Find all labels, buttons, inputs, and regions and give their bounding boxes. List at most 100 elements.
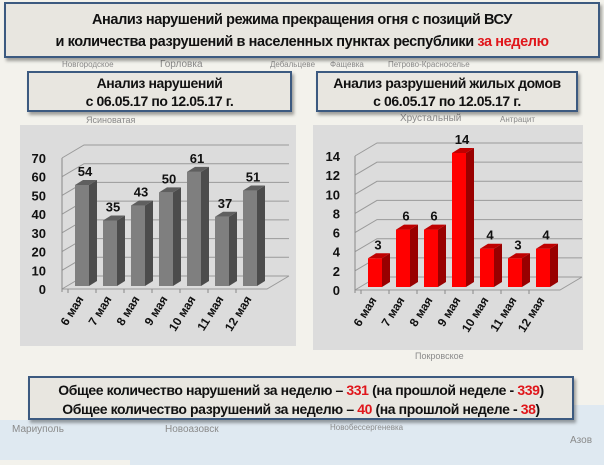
bar-front xyxy=(131,205,145,286)
x-tick-label: 8 мая xyxy=(113,293,142,328)
gridline xyxy=(354,238,582,253)
summary-text: (на прошлой неделе - xyxy=(368,382,518,398)
violations-header-title: Анализ нарушений xyxy=(96,75,223,91)
map-label: Горловка xyxy=(160,59,203,70)
bar-side xyxy=(438,224,446,287)
map-label: Хрустальный xyxy=(400,113,462,124)
bar-top xyxy=(159,187,181,193)
destruction-total: 40 xyxy=(357,401,372,417)
summary-text: Общее количество нарушений за неделю – xyxy=(58,382,347,398)
data-label: 6 xyxy=(402,209,409,224)
map-label: Азов xyxy=(570,435,593,446)
map-label: Антрацит xyxy=(500,115,536,124)
x-tick-label: 10 мая xyxy=(459,294,492,335)
bar-side xyxy=(173,187,181,286)
bar-side xyxy=(522,253,530,287)
summary-text: ) xyxy=(539,382,544,398)
violations-header: Анализ нарушений с 06.05.17 по 12.05.17 … xyxy=(27,71,292,112)
summary-box: Общее количество нарушений за неделю – 3… xyxy=(28,376,574,420)
bar-side xyxy=(550,243,558,287)
map-label: Мариуполь xyxy=(12,424,64,435)
y-tick-label: 6 xyxy=(333,226,340,241)
bar-side xyxy=(117,215,125,286)
bar-front xyxy=(75,184,89,286)
title-highlight: за неделю xyxy=(477,34,549,50)
bar-front xyxy=(215,216,229,286)
map-label: Новгородское xyxy=(62,60,114,69)
y-tick-label: 30 xyxy=(32,226,46,241)
data-label: 61 xyxy=(190,151,204,166)
summary-text: ) xyxy=(535,401,541,417)
x-tick-label: 7 мая xyxy=(378,294,407,329)
map-label: Фащевка xyxy=(330,60,364,69)
bar-top xyxy=(368,253,390,259)
data-label: 35 xyxy=(106,200,120,215)
destruction-header-title: Анализ разрушений жилых домов xyxy=(333,75,561,91)
bar-side xyxy=(382,253,390,287)
destruction-chart: 0 2 4 6 8 10 12 14 3 6 мая 6 7 мая 6 8 мая 14 9 мая 4 10 … xyxy=(326,132,583,335)
y-tick-label: 50 xyxy=(32,188,46,203)
gridline xyxy=(354,219,582,234)
bar-front xyxy=(187,171,201,286)
bar-side xyxy=(201,166,209,286)
y-tick-label: 10 xyxy=(32,263,46,278)
destruction-header-period: с 06.05.17 по 12.05.17 г. xyxy=(373,93,521,109)
x-tick-label: 7 мая xyxy=(85,293,114,328)
y-tick-label: 4 xyxy=(333,245,341,260)
data-label: 3 xyxy=(374,237,381,252)
bar-side xyxy=(145,200,153,286)
gridline xyxy=(354,199,582,214)
bar-front xyxy=(368,258,382,287)
destruction-header: Анализ разрушений жилых домов с 06.05.17… xyxy=(316,71,578,112)
bar-front xyxy=(424,229,438,287)
map-label: Покровское xyxy=(415,351,464,361)
bar-front xyxy=(536,248,550,287)
violations-prev-week: 339 xyxy=(517,382,540,398)
title-line-1: Анализ нарушений режима прекращения огня… xyxy=(91,12,512,28)
data-label: 4 xyxy=(486,228,494,243)
violations-total: 331 xyxy=(346,382,369,398)
bar-front xyxy=(396,229,410,287)
title-line-2: и количества разрушений в населенных пун… xyxy=(6,31,598,53)
bar-front xyxy=(452,153,466,287)
x-tick-label: 6 мая xyxy=(57,293,86,328)
map-label: Петрово-Красноселье xyxy=(388,60,470,69)
bar-top xyxy=(508,253,530,259)
map-label: Новобессергеневка xyxy=(330,423,404,432)
y-tick-label: 12 xyxy=(326,168,340,183)
y-tick-label: 0 xyxy=(39,282,46,297)
map-label: Дебальцеве xyxy=(270,60,316,69)
y-tick-label: 40 xyxy=(32,207,46,222)
bar-side xyxy=(229,211,237,286)
bar-front xyxy=(103,220,117,286)
bar-top xyxy=(536,243,558,249)
floor-edge xyxy=(355,276,583,291)
x-tick-label: 9 мая xyxy=(141,293,170,328)
map-label: Ясиноватая xyxy=(86,115,136,125)
x-tick-label: 10 мая xyxy=(166,293,199,334)
x-tick-label: 9 мая xyxy=(434,294,463,329)
data-label: 37 xyxy=(218,196,232,211)
bar-front xyxy=(508,258,522,287)
summary-violations: Общее количество нарушений за неделю – 3… xyxy=(30,381,572,400)
bar-top xyxy=(75,179,97,185)
bar-side xyxy=(257,185,265,286)
summary-text: (на прошлой неделе - xyxy=(372,401,521,417)
violations-header-period: с 06.05.17 по 12.05.17 г. xyxy=(85,93,234,109)
y-tick-label: 10 xyxy=(326,187,340,202)
x-tick-label: 8 мая xyxy=(406,294,435,329)
x-tick-label: 6 мая xyxy=(350,294,379,329)
destruction-prev-week: 38 xyxy=(520,401,536,417)
bar-top xyxy=(243,185,265,191)
x-tick-label: 12 мая xyxy=(515,294,548,335)
y-tick-label: 0 xyxy=(333,283,340,298)
bar-top xyxy=(215,211,237,217)
gridline xyxy=(354,142,582,157)
data-label: 50 xyxy=(162,171,176,186)
bar-top xyxy=(131,200,153,206)
violations-chart: 0 10 20 30 40 50 60 70 54 6 мая 35 7 мая 43 8 мая 50 9 … xyxy=(32,144,290,334)
y-tick-label: 14 xyxy=(326,149,341,164)
gridline xyxy=(61,163,289,178)
y-tick-label: 20 xyxy=(32,245,46,260)
